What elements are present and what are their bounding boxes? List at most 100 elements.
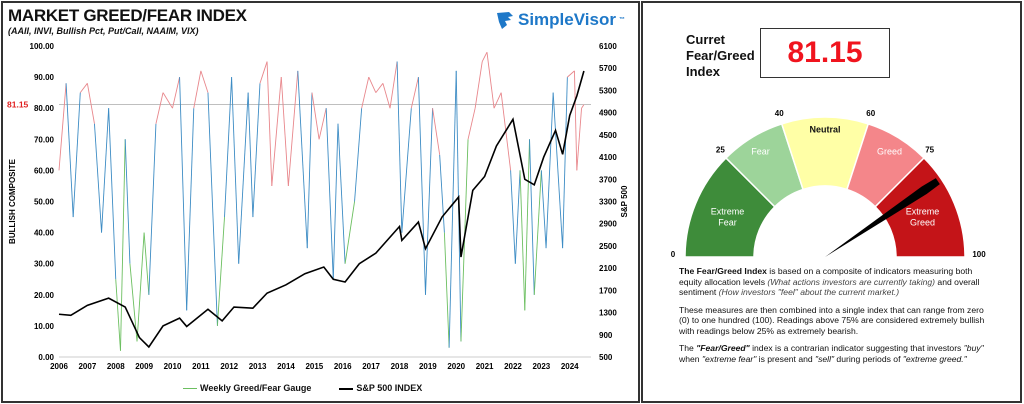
gauge-series-segment [382, 83, 391, 109]
gauge-series-segment [252, 83, 261, 218]
gauge-series-segment [439, 154, 445, 233]
gauge-tick-label: 25 [716, 145, 725, 154]
x-tick-label: 2013 [249, 362, 267, 371]
gauge-series-segment [354, 108, 363, 202]
gauge-series-segment [396, 61, 403, 233]
gauge-series-segment [115, 279, 121, 351]
y-right-tick-label: 4100 [599, 153, 617, 162]
gauge-needle [825, 178, 940, 257]
gauge-series-segment [552, 92, 564, 249]
legend-item-sp500: S&P 500 INDEX [339, 383, 422, 393]
gauge-series-segment [297, 70, 308, 249]
x-tick-label: 2022 [504, 362, 522, 371]
gauge-series-segment [443, 232, 450, 348]
gauge-panel: Curret Fear/Greed Index 81.15 Extreme Fea… [641, 1, 1022, 403]
gauge-series-segment [143, 232, 150, 295]
gauge-zone-label: Fear [718, 218, 737, 228]
y-left-tick-label: 30.00 [34, 260, 55, 269]
y-left-tick-label: 40.00 [34, 229, 55, 238]
y-left-tick-label: 20.00 [34, 291, 55, 300]
y-right-tick-label: 2100 [599, 264, 617, 273]
gauge-series-segment [108, 108, 117, 280]
gauge-series-segment [72, 92, 81, 218]
gauge-zone-label: Fear [751, 147, 770, 157]
legend-label-sp500: S&P 500 INDEX [356, 383, 423, 393]
gauge-series-segment [287, 70, 299, 186]
description: The Fear/Greed Index is based on a compo… [679, 266, 989, 371]
gauge-series-segment [162, 92, 173, 109]
gauge-series-segment [481, 52, 488, 62]
gauge-series-segment [514, 170, 521, 264]
gauge-tick-label: 40 [775, 109, 784, 118]
gauge-series-segment [79, 83, 88, 93]
gauge-tick-label: 0 [671, 250, 676, 259]
gauge-series-segment [216, 217, 225, 326]
x-tick-label: 2010 [164, 362, 182, 371]
y-right-tick-label: 5700 [599, 64, 617, 73]
gauge-zone-label: Neutral [809, 125, 840, 135]
gauge-series-segment [545, 92, 554, 249]
gauge-series-segment [101, 108, 110, 233]
gauge-series-segment [120, 139, 126, 351]
y-left-axis-title: BULLISH COMPOSITE [8, 158, 17, 244]
y-left-tick-label: 50.00 [34, 198, 55, 207]
gauge-series-segment [529, 139, 535, 295]
current-index-label: Curret Fear/Greed Index [686, 32, 755, 80]
y-right-tick-label: 5300 [599, 86, 617, 95]
y-left-tick-label: 60.00 [34, 166, 55, 175]
gauge-series-segment [200, 70, 209, 93]
y-left-tick-label: 0.00 [38, 353, 54, 362]
gauge-series-segment [224, 77, 233, 218]
gauge-series-segment [389, 61, 398, 109]
sp500-series-line [58, 70, 585, 349]
current-index-value: 81.15 [760, 28, 890, 78]
x-tick-label: 2018 [391, 362, 409, 371]
x-tick-label: 2017 [362, 362, 380, 371]
description-p1: The Fear/Greed Index is based on a compo… [679, 266, 980, 297]
gauge-series-segment [94, 123, 103, 233]
y-right-axis-title: S&P 500 [620, 185, 629, 217]
gauge-zone-label: Extreme [906, 207, 940, 217]
y-right-tick-label: 900 [599, 331, 613, 340]
y-left-tick-label: 70.00 [34, 135, 55, 144]
gauge-series-segment [432, 108, 441, 155]
eagle-shield-icon [497, 12, 513, 29]
gauge-series-segment [401, 108, 412, 233]
gauge-series-segment [238, 92, 249, 264]
gauge-series-segment [247, 92, 254, 218]
x-tick-label: 2014 [277, 362, 295, 371]
gauge-series-segment [186, 108, 195, 311]
gauge-series-segment [259, 61, 268, 84]
gauge-series-segment [576, 108, 582, 171]
y-right-tick-label: 2900 [599, 220, 617, 229]
x-tick-label: 2024 [561, 362, 579, 371]
gauge-tick-label: 75 [925, 145, 934, 154]
gauge-series-segment [155, 92, 164, 124]
x-tick-label: 2015 [305, 362, 323, 371]
gauge-series-segment [533, 170, 542, 295]
gauge-series-segment [172, 76, 181, 109]
chart-legend: Weekly Greed/Fear Gauge S&P 500 INDEX [183, 383, 422, 393]
current-label-line3: Index [686, 64, 720, 79]
gauge-series-segment [231, 77, 240, 264]
chart-subtitle: (AAII, INVI, Bullish Pct, Put/Call, NAAI… [8, 26, 199, 36]
gauge-series-segment [510, 170, 516, 264]
gauge-series-segment [311, 92, 320, 140]
y-left-tick-label: 80.00 [34, 104, 55, 113]
current-value-marker-label: 81.15 [7, 100, 29, 110]
gauge-series-segment [271, 77, 282, 186]
gauge-series-segment [519, 170, 526, 311]
x-tick-label: 2012 [220, 362, 238, 371]
x-tick-label: 2008 [107, 362, 125, 371]
gauge-zone-label: Extreme [711, 207, 745, 217]
y-right-tick-label: 6100 [599, 42, 617, 51]
gauge-series-segment [467, 108, 476, 140]
current-label-line1: Curret [686, 32, 726, 47]
x-tick-label: 2006 [50, 362, 68, 371]
gauge-tick-label: 60 [866, 109, 875, 118]
simplevisor-logo: SimpleVisor ™ [495, 10, 625, 30]
y-left-tick-label: 100.00 [30, 42, 55, 51]
gauge-series-segment [573, 70, 578, 171]
gauge-series-segment [306, 92, 313, 249]
fear-greed-gauge: ExtremeFearFearNeutralGreedExtremeGreed0… [671, 109, 986, 259]
